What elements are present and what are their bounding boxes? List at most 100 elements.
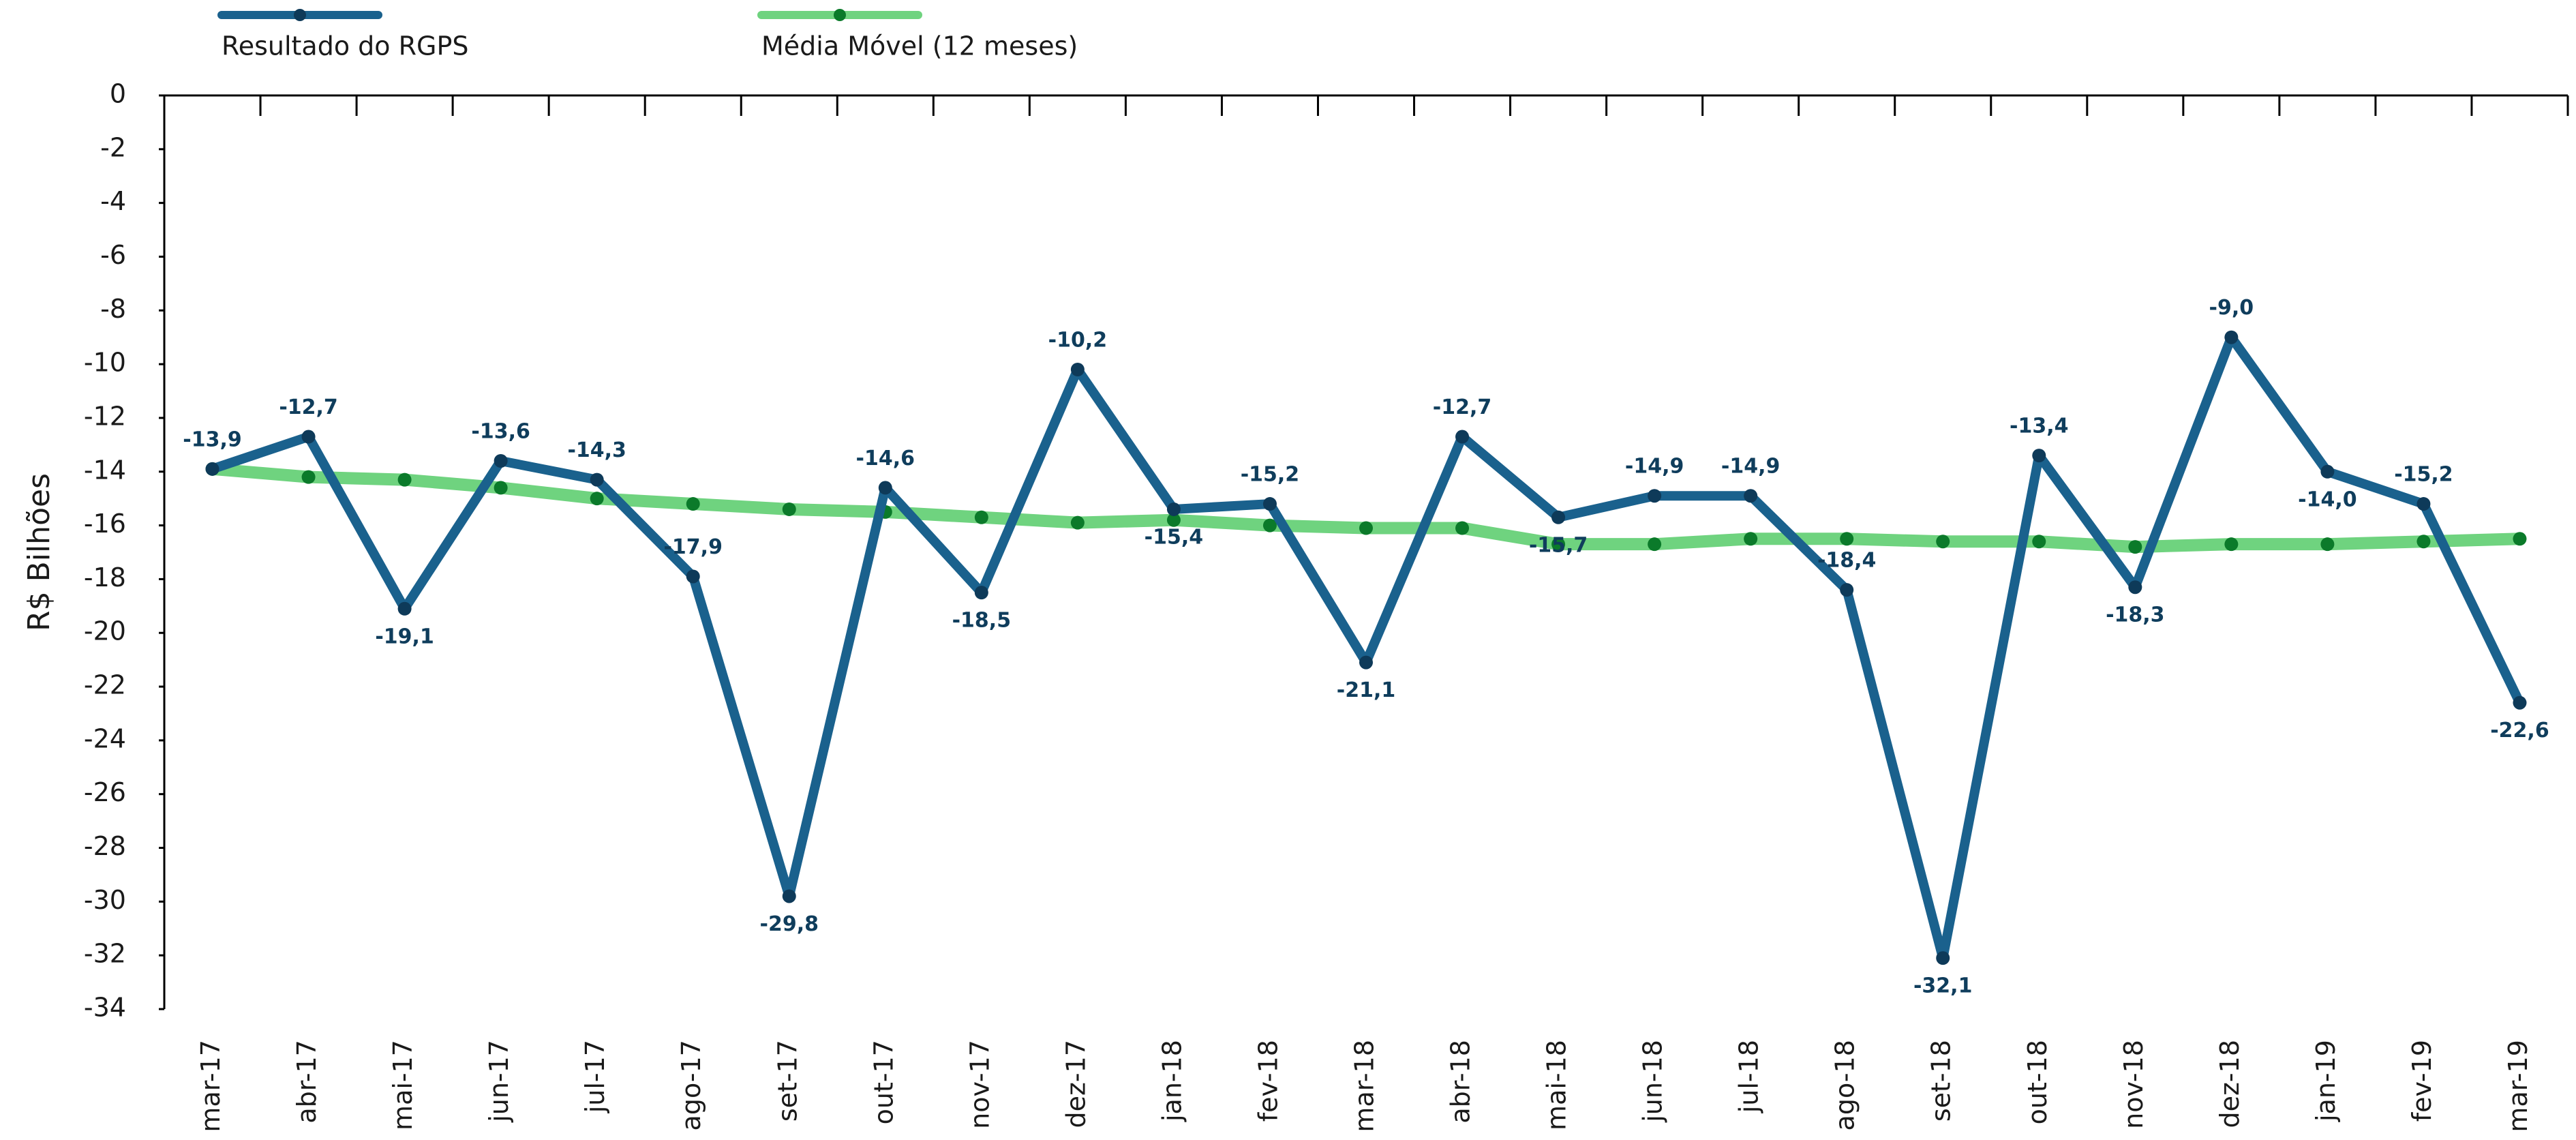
y-tick-label: 0 [110,79,126,109]
data-point [686,569,700,584]
x-tick-label: fev-18 [1253,1040,1283,1122]
y-tick-label: -24 [84,723,126,753]
x-tick-label: set-17 [772,1040,802,1122]
data-point [878,481,892,495]
data-point [590,492,604,506]
data-point [2128,580,2142,595]
legend-label: Resultado do RGPS [222,31,468,61]
data-point [2416,497,2431,511]
data-label: -19,1 [375,625,434,648]
data-point [2032,449,2046,463]
data-label: -32,1 [1913,974,1972,998]
data-point [1648,537,1662,552]
legend-marker [294,9,306,21]
x-tick-label: abr-17 [292,1040,322,1124]
data-point [782,502,796,516]
data-point [1359,521,1373,535]
data-point [494,481,508,495]
data-point [2320,464,2335,479]
data-point [2513,695,2527,710]
data-label: -12,7 [1433,395,1491,419]
data-label: -29,8 [760,912,819,936]
data-point [782,889,796,903]
data-label: -13,9 [183,427,241,451]
x-tick-label: jan-18 [1157,1040,1187,1122]
data-point [2320,537,2335,552]
data-point [1262,497,1277,511]
series-line [211,332,2524,963]
y-tick-label: -12 [84,401,126,431]
data-label: -15,2 [1241,463,1299,487]
data-point [1166,502,1181,516]
data-point [2513,532,2527,546]
y-tick-label: -4 [100,186,126,216]
x-tick-label: abr-18 [1446,1040,1476,1124]
data-label: -15,2 [2394,463,2453,487]
x-tick-label: dez-17 [1061,1040,1091,1128]
x-tick-label: jun-17 [484,1040,514,1123]
x-tick-label: mai-17 [388,1040,418,1130]
x-tick-label: dez-18 [2215,1040,2245,1128]
x-tick-label: jan-19 [2311,1040,2341,1122]
data-point [1359,655,1373,670]
data-label: -12,7 [279,395,337,419]
data-point [1551,510,1566,524]
data-label: -18,3 [2106,603,2164,627]
x-tick-label: jul-18 [1734,1040,1764,1113]
data-point [2224,537,2239,552]
data-point [301,430,316,444]
data-point [1551,537,1566,552]
y-tick-label: -2 [100,132,126,162]
data-point [301,470,316,484]
y-tick-label: -26 [84,777,126,807]
data-label: -9,0 [2209,296,2254,320]
data-point [590,472,604,487]
y-tick-label: -34 [84,993,126,1023]
data-label: -21,1 [1337,678,1395,702]
y-tick-label: -22 [84,670,126,700]
legend-label: Média Móvel (12 meses) [761,31,1078,61]
data-point [686,497,700,511]
x-tick-label: jun-18 [1638,1040,1668,1123]
data-point [1840,583,1854,597]
data-point [2416,535,2431,549]
x-tick-label: mar-17 [196,1040,226,1132]
data-label: -17,9 [663,535,722,559]
data-point [2224,330,2239,344]
x-tick-label: ago-17 [676,1040,706,1130]
data-point [205,462,219,476]
data-label: -14,6 [856,447,915,470]
legend-marker [834,9,846,21]
y-tick-label: -16 [84,509,126,539]
x-tick-label: out-18 [2022,1040,2052,1124]
data-point [1744,489,1758,503]
x-tick-label: set-18 [1926,1040,1956,1122]
y-tick-label: -30 [84,885,126,915]
data-point [1455,521,1470,535]
x-tick-label: fev-19 [2407,1040,2437,1122]
y-tick-label: -10 [84,348,126,378]
y-tick-label: -8 [100,294,126,324]
y-tick-label: -14 [84,455,126,485]
data-point [974,510,988,524]
data-label: -14,3 [567,438,626,462]
data-label: -18,4 [1817,549,1876,573]
data-point [2032,535,2046,549]
y-tick-label: -32 [84,939,126,969]
y-axis-label: R$ Bilhões [22,473,57,631]
data-point [1936,951,1950,965]
data-point [2128,540,2142,554]
y-tick-label: -28 [84,831,126,861]
data-label: -13,4 [2010,415,2068,438]
data-label: -22,6 [2490,719,2549,742]
data-label: -15,7 [1529,533,1588,557]
data-point [1166,513,1181,527]
x-tick-label: mar-18 [1350,1040,1380,1132]
x-tick-label: ago-18 [1830,1040,1860,1130]
data-point [1070,363,1085,376]
data-point [1070,515,1085,530]
x-tick-label: mar-19 [2503,1040,2533,1132]
data-point [974,586,988,600]
data-label: -14,0 [2298,487,2357,511]
